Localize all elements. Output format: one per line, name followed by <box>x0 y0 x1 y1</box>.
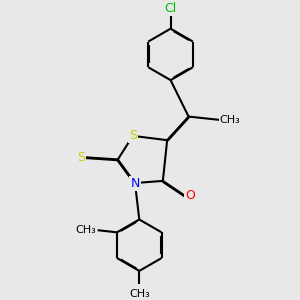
Text: N: N <box>130 176 140 190</box>
Text: S: S <box>129 129 137 142</box>
Text: O: O <box>185 189 195 203</box>
Text: Cl: Cl <box>164 2 177 15</box>
Text: S: S <box>77 151 86 164</box>
Text: CH₃: CH₃ <box>129 289 150 299</box>
Text: CH₃: CH₃ <box>220 115 241 125</box>
Text: CH₃: CH₃ <box>75 225 96 235</box>
